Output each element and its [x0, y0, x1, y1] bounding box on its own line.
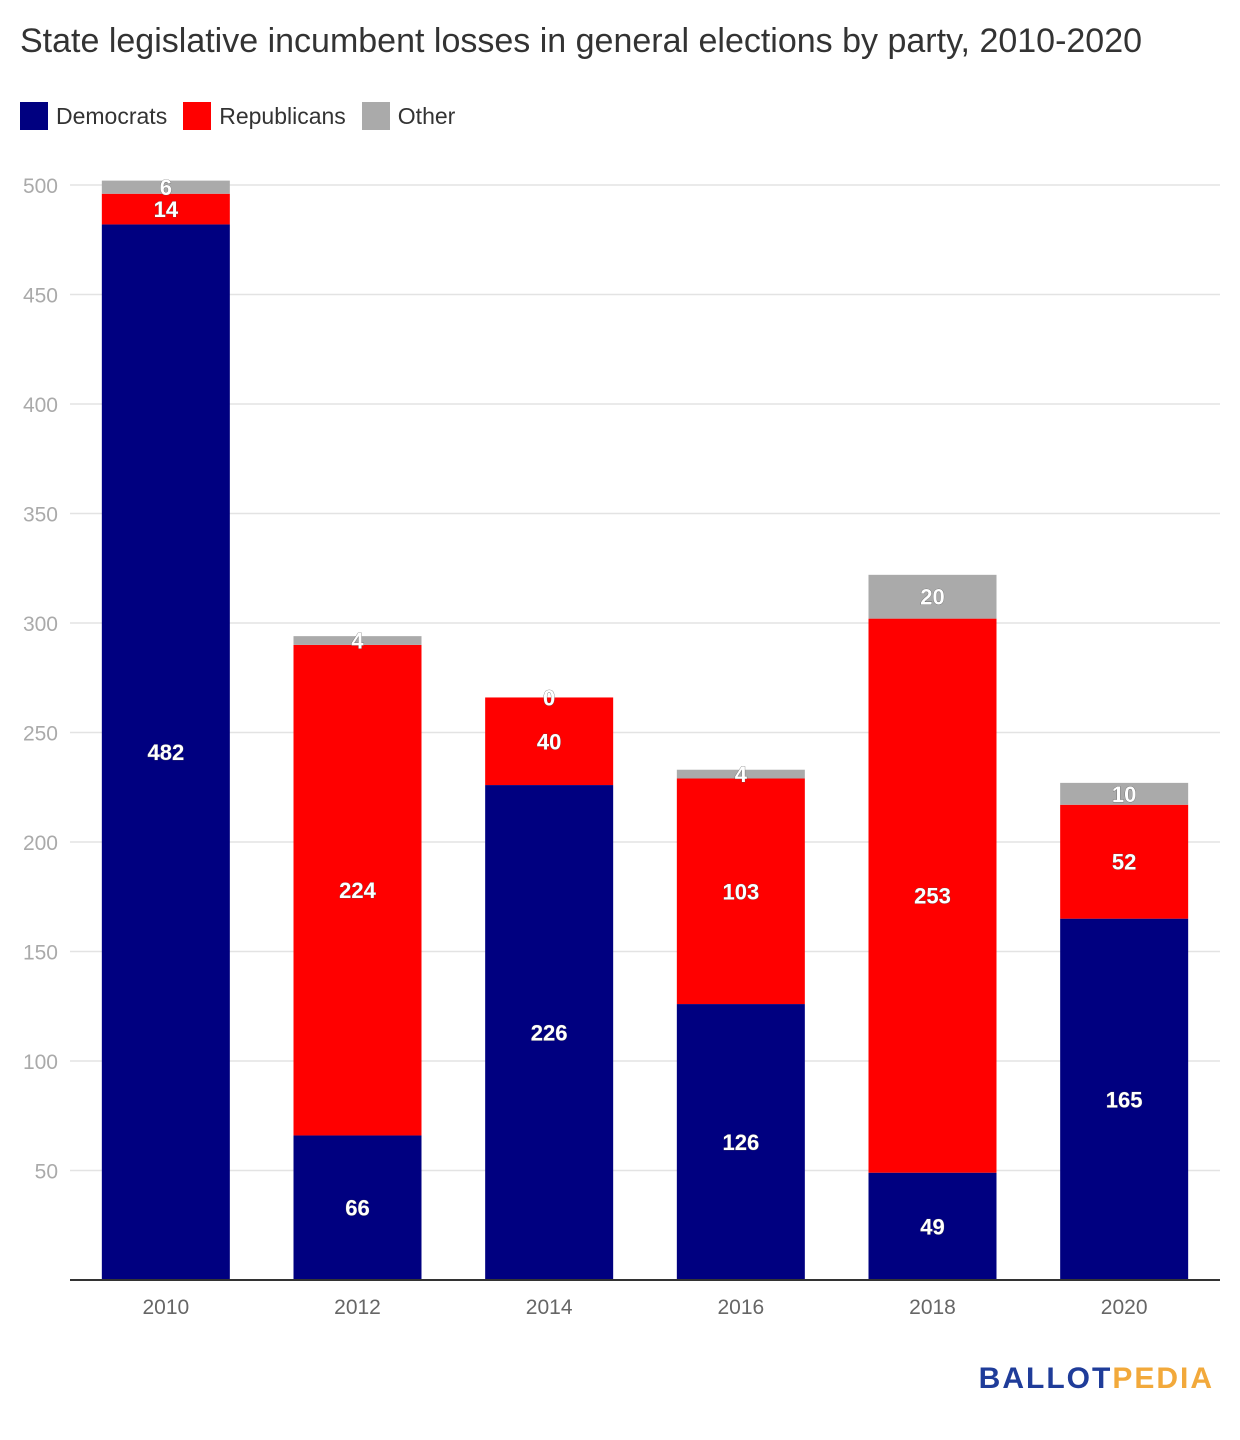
legend: Democrats Republicans Other [20, 102, 471, 130]
data-label-other-2014: 0 [543, 685, 555, 710]
data-label-democrats-2018: 49 [920, 1214, 944, 1239]
bar-democrats-2010 [101, 224, 230, 1280]
y-tick-label-50: 50 [35, 1161, 58, 1184]
bar-democrats-2016 [676, 1004, 805, 1280]
data-label-other-2016: 4 [735, 762, 748, 787]
legend-swatch-other [361, 102, 390, 130]
x-tick-label-2016: 2016 [717, 1296, 764, 1319]
legend-swatch-democrats [20, 102, 48, 130]
x-tick-label-2010: 2010 [142, 1296, 189, 1319]
stacked-bar-chart: 5010015020025030035040045050048214620106… [23, 175, 1220, 1319]
legend-label-republicans: Republicans [219, 102, 346, 129]
legend-label-other: Other [397, 102, 456, 129]
chart-title: State legislative incumbent losses in ge… [20, 22, 1143, 60]
legend-item-republicans: Republicans [183, 102, 346, 130]
data-label-democrats-2012: 66 [345, 1196, 369, 1221]
bar-republicans-2016 [676, 778, 805, 1005]
data-label-democrats-2014: 226 [531, 1021, 568, 1046]
legend-item-other: Other [361, 102, 456, 130]
ballotpedia-logo: BALLOTPEDIA [979, 1362, 1214, 1396]
x-tick-label-2020: 2020 [1101, 1296, 1148, 1319]
y-tick-label-250: 250 [23, 723, 58, 746]
data-label-republicans-2018: 253 [914, 884, 951, 909]
bar-republicans-2018 [868, 618, 997, 1173]
bar-democrats-2014 [485, 785, 614, 1280]
data-label-democrats-2010: 482 [147, 740, 184, 765]
x-tick-label-2014: 2014 [526, 1296, 573, 1319]
data-label-democrats-2020: 165 [1106, 1087, 1143, 1112]
bar-democrats-2012 [293, 1135, 422, 1280]
y-tick-label-450: 450 [23, 285, 58, 308]
bar-other-2010 [101, 180, 230, 194]
bar-republicans-2014 [485, 697, 614, 786]
data-label-democrats-2016: 126 [722, 1130, 759, 1155]
legend-item-democrats: Democrats [20, 102, 167, 130]
data-label-other-2010: 6 [160, 175, 172, 200]
bar-other-2018 [868, 574, 997, 619]
data-label-republicans-2012: 224 [339, 878, 376, 903]
x-tick-label-2012: 2012 [334, 1296, 381, 1319]
bar-other-2016 [676, 769, 805, 779]
legend-swatch-republicans [183, 102, 212, 130]
bar-other-2020 [1060, 782, 1189, 805]
bar-democrats-2020 [1060, 918, 1189, 1280]
logo-part-pedia: PEDIA [1112, 1362, 1214, 1395]
data-label-other-2012: 4 [351, 629, 364, 654]
data-label-republicans-2010: 14 [154, 197, 179, 222]
logo-part-ballot: BALLOT [978, 1362, 1113, 1395]
y-tick-label-500: 500 [23, 175, 58, 198]
data-label-other-2020: 10 [1112, 782, 1136, 807]
data-label-other-2018: 20 [920, 585, 944, 610]
bar-other-2012 [293, 636, 422, 645]
data-label-republicans-2020: 52 [1112, 850, 1136, 875]
bar-republicans-2020 [1060, 804, 1189, 919]
y-tick-label-300: 300 [23, 613, 58, 636]
y-tick-label-100: 100 [23, 1051, 58, 1074]
y-tick-label-150: 150 [23, 942, 58, 965]
legend-label-democrats: Democrats [56, 102, 168, 129]
data-label-republicans-2016: 103 [722, 879, 759, 904]
y-tick-label-400: 400 [23, 394, 58, 417]
y-tick-label-200: 200 [23, 832, 58, 855]
bar-republicans-2010 [101, 193, 230, 225]
data-label-republicans-2014: 40 [537, 729, 561, 754]
bar-republicans-2012 [293, 644, 422, 1136]
x-tick-label-2018: 2018 [909, 1296, 956, 1319]
y-tick-label-350: 350 [23, 504, 58, 527]
bar-democrats-2018 [868, 1172, 997, 1280]
